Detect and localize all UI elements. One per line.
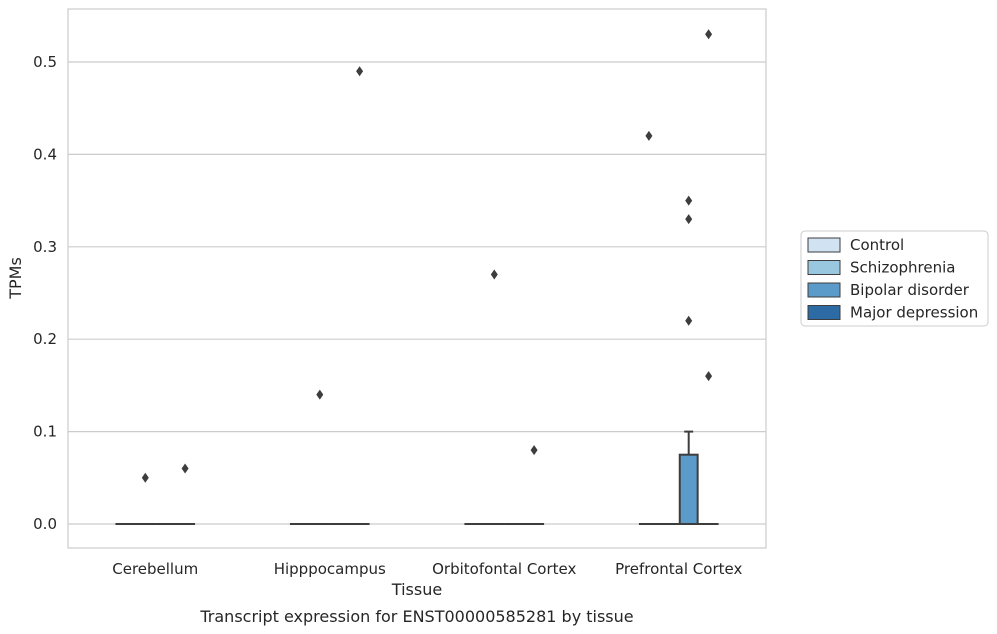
x-tick-label: Prefrontal Cortex bbox=[615, 560, 742, 578]
outlier-point bbox=[705, 29, 713, 40]
x-tick-label: Hipppocampus bbox=[274, 560, 386, 578]
boxes bbox=[115, 430, 719, 526]
outlier-point bbox=[356, 66, 364, 77]
box-iqr bbox=[678, 453, 699, 526]
x-axis-ticks: Cerebellum Hipppocampus Orbitofontal Corte… bbox=[112, 560, 742, 578]
y-tick-label: 0.1 bbox=[33, 423, 57, 441]
legend-entries: Control Schizophrenia Bipolar disorder Majo… bbox=[807, 236, 978, 322]
x-axis-label: Tissue bbox=[391, 580, 442, 599]
chart-caption: Transcript expression for ENST0000058528… bbox=[199, 607, 633, 626]
outlier-point bbox=[685, 315, 693, 326]
legend-frame bbox=[800, 230, 989, 327]
gridlines bbox=[68, 61, 766, 525]
legend-label: Schizophrenia bbox=[850, 259, 955, 277]
outlier-point bbox=[141, 472, 149, 483]
y-tick-label: 0.2 bbox=[33, 330, 57, 348]
outlier-point bbox=[685, 214, 693, 225]
legend-swatch bbox=[807, 305, 841, 320]
legend-label: Major depression bbox=[850, 304, 978, 322]
plot-area-frame bbox=[67, 8, 767, 549]
legend-swatch bbox=[807, 282, 841, 298]
legend: Control Schizophrenia Bipolar disorder Majo… bbox=[800, 230, 989, 327]
legend-swatch bbox=[807, 260, 841, 275]
outlier-point bbox=[705, 371, 713, 382]
x-tick-label: Orbitofontal Cortex bbox=[432, 560, 576, 578]
outlier-point bbox=[645, 130, 653, 141]
x-tick-label: Cerebellum bbox=[112, 560, 198, 578]
y-axis-label: TPMs bbox=[6, 257, 25, 300]
outlier-point bbox=[490, 269, 498, 280]
outlier-point bbox=[685, 195, 693, 206]
legend-label: Control bbox=[850, 236, 904, 254]
y-tick-label: 0.5 bbox=[33, 53, 57, 71]
legend-swatch bbox=[807, 237, 841, 253]
outlier-point bbox=[530, 445, 538, 456]
y-axis-ticks: 0.0 0.1 0.2 0.3 0.4 0.5 bbox=[33, 53, 57, 533]
y-tick-label: 0.3 bbox=[33, 238, 57, 256]
legend-label: Bipolar disorder bbox=[850, 281, 970, 299]
y-tick-label: 0.4 bbox=[33, 145, 57, 163]
outlier-point bbox=[316, 389, 324, 400]
outlier-point bbox=[181, 463, 189, 474]
outliers bbox=[141, 29, 713, 483]
y-tick-label: 0.0 bbox=[33, 515, 57, 533]
